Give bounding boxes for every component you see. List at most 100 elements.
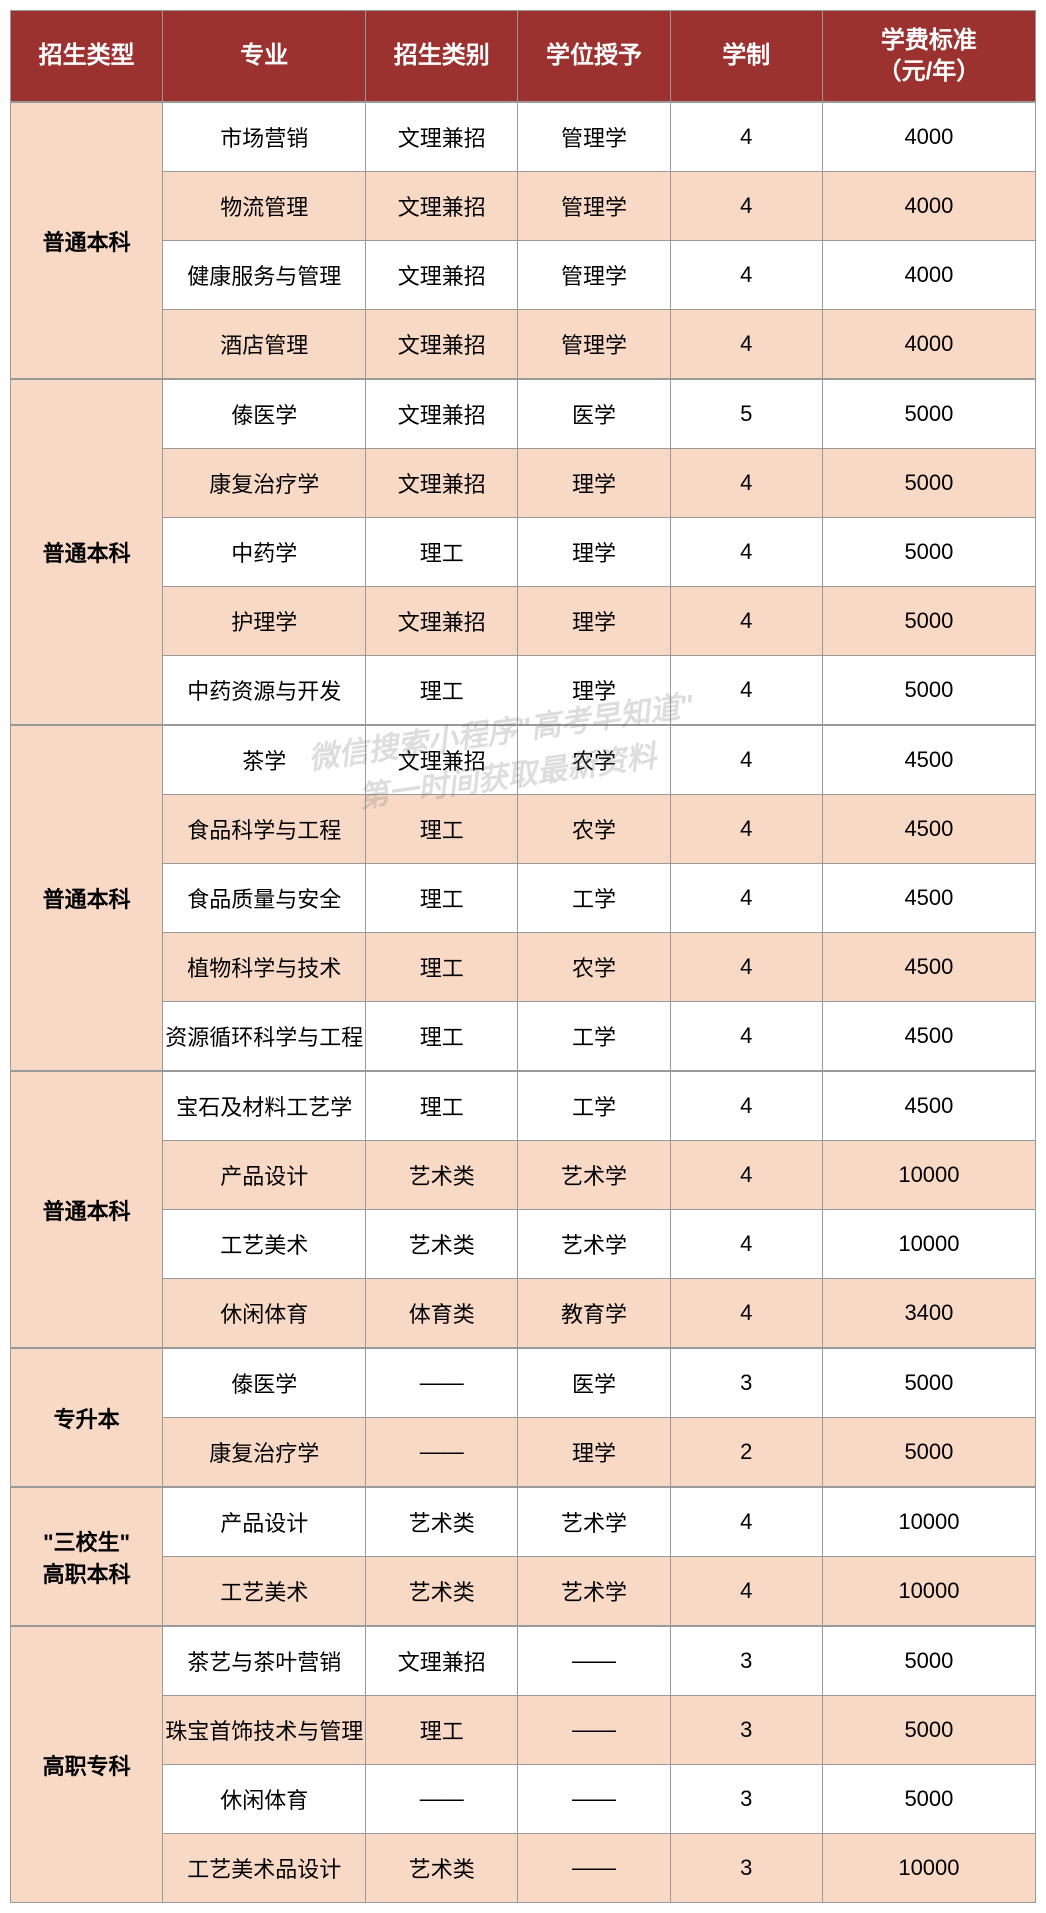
table-cell: 市场营销 — [163, 102, 366, 172]
table-cell: 傣医学 — [163, 379, 366, 449]
table-cell: 工艺美术 — [163, 1557, 366, 1627]
table-cell: 4 — [670, 449, 822, 518]
table-cell: 理工 — [366, 933, 518, 1002]
table-cell: 4 — [670, 864, 822, 933]
table-cell: 工艺美术 — [163, 1210, 366, 1279]
table-row: 中药资源与开发理工理学45000 — [11, 656, 1036, 726]
table-cell: 理工 — [366, 1002, 518, 1072]
table-cell: 文理兼招 — [366, 310, 518, 380]
table-cell: 3 — [670, 1834, 822, 1903]
table-cell: 5000 — [822, 1348, 1035, 1418]
table-cell: 理工 — [366, 1696, 518, 1765]
table-cell: 中药资源与开发 — [163, 656, 366, 726]
table-cell: 文理兼招 — [366, 725, 518, 795]
column-header: 招生类别 — [366, 11, 518, 103]
table-cell: 资源循环科学与工程 — [163, 1002, 366, 1072]
table-row: 专升本傣医学——医学35000 — [11, 1348, 1036, 1418]
table-cell: 艺术类 — [366, 1834, 518, 1903]
table-cell: 理工 — [366, 864, 518, 933]
table-cell: 5000 — [822, 518, 1035, 587]
table-row: 植物科学与技术理工农学44500 — [11, 933, 1036, 1002]
column-header: 学制 — [670, 11, 822, 103]
table-cell: 4500 — [822, 1002, 1035, 1072]
table-cell: 文理兼招 — [366, 102, 518, 172]
table-cell: 5 — [670, 379, 822, 449]
table-cell: 4 — [670, 310, 822, 380]
group-label: 高职专科 — [11, 1626, 163, 1903]
table-row: 食品科学与工程理工农学44500 — [11, 795, 1036, 864]
table-row: 食品质量与安全理工工学44500 — [11, 864, 1036, 933]
table-cell: 5000 — [822, 1626, 1035, 1696]
table-cell: 艺术类 — [366, 1487, 518, 1557]
table-cell: 艺术学 — [518, 1141, 670, 1210]
table-cell: 10000 — [822, 1141, 1035, 1210]
table-cell: 艺术类 — [366, 1557, 518, 1627]
table-cell: 艺术类 — [366, 1141, 518, 1210]
table-cell: 5000 — [822, 1696, 1035, 1765]
table-cell: 工学 — [518, 864, 670, 933]
table-cell: 5000 — [822, 1765, 1035, 1834]
table-cell: —— — [518, 1626, 670, 1696]
table-cell: 3 — [670, 1348, 822, 1418]
table-cell: 4500 — [822, 725, 1035, 795]
table-cell: 珠宝首饰技术与管理 — [163, 1696, 366, 1765]
table-cell: 5000 — [822, 656, 1035, 726]
table-cell: 酒店管理 — [163, 310, 366, 380]
table-cell: 教育学 — [518, 1279, 670, 1349]
table-row: 资源循环科学与工程理工工学44500 — [11, 1002, 1036, 1072]
table-row: 物流管理文理兼招管理学44000 — [11, 172, 1036, 241]
table-cell: 4 — [670, 1279, 822, 1349]
table-cell: 4 — [670, 933, 822, 1002]
table-row: 休闲体育体育类教育学43400 — [11, 1279, 1036, 1349]
group-label: 普通本科 — [11, 379, 163, 725]
table-cell: —— — [366, 1348, 518, 1418]
table-cell: 4 — [670, 102, 822, 172]
table-cell: 4500 — [822, 795, 1035, 864]
table-cell: 理工 — [366, 1071, 518, 1141]
table-row: 普通本科市场营销文理兼招管理学44000 — [11, 102, 1036, 172]
table-cell: 4000 — [822, 102, 1035, 172]
table-cell: 4 — [670, 1487, 822, 1557]
table-row: 工艺美术艺术类艺术学410000 — [11, 1557, 1036, 1627]
table-cell: 傣医学 — [163, 1348, 366, 1418]
table-cell: 3 — [670, 1696, 822, 1765]
table-cell: 4 — [670, 518, 822, 587]
table-cell: 4 — [670, 1071, 822, 1141]
table-cell: 4000 — [822, 241, 1035, 310]
table-cell: 医学 — [518, 1348, 670, 1418]
table-cell: 2 — [670, 1418, 822, 1488]
table-cell: 4 — [670, 1141, 822, 1210]
group-label: 普通本科 — [11, 102, 163, 379]
table-cell: 4 — [670, 725, 822, 795]
table-cell: 中药学 — [163, 518, 366, 587]
table-row: 健康服务与管理文理兼招管理学44000 — [11, 241, 1036, 310]
table-cell: 休闲体育 — [163, 1765, 366, 1834]
table-cell: 4500 — [822, 1071, 1035, 1141]
table-cell: 4500 — [822, 864, 1035, 933]
group-label: "三校生"高职本科 — [11, 1487, 163, 1626]
table-row: 普通本科傣医学文理兼招医学55000 — [11, 379, 1036, 449]
table-cell: 艺术学 — [518, 1210, 670, 1279]
table-cell: 4 — [670, 1002, 822, 1072]
table-cell: 4 — [670, 795, 822, 864]
table-row: 工艺美术艺术类艺术学410000 — [11, 1210, 1036, 1279]
table-cell: 3 — [670, 1765, 822, 1834]
table-row: 中药学理工理学45000 — [11, 518, 1036, 587]
table-row: 酒店管理文理兼招管理学44000 — [11, 310, 1036, 380]
admissions-table: 招生类型专业招生类别学位授予学制学费标准（元/年）普通本科市场营销文理兼招管理学… — [10, 10, 1036, 1903]
table-cell: —— — [518, 1834, 670, 1903]
table-cell: 3400 — [822, 1279, 1035, 1349]
table-cell: 医学 — [518, 379, 670, 449]
table-cell: 农学 — [518, 725, 670, 795]
table-cell: 4 — [670, 1210, 822, 1279]
table-cell: 管理学 — [518, 102, 670, 172]
table-cell: —— — [366, 1765, 518, 1834]
table-cell: 管理学 — [518, 310, 670, 380]
table-cell: 理工 — [366, 795, 518, 864]
table-cell: 艺术学 — [518, 1557, 670, 1627]
table-row: 康复治疗学文理兼招理学45000 — [11, 449, 1036, 518]
table-cell: 宝石及材料工艺学 — [163, 1071, 366, 1141]
table-cell: 4500 — [822, 933, 1035, 1002]
table-cell: 产品设计 — [163, 1487, 366, 1557]
table-cell: 文理兼招 — [366, 172, 518, 241]
